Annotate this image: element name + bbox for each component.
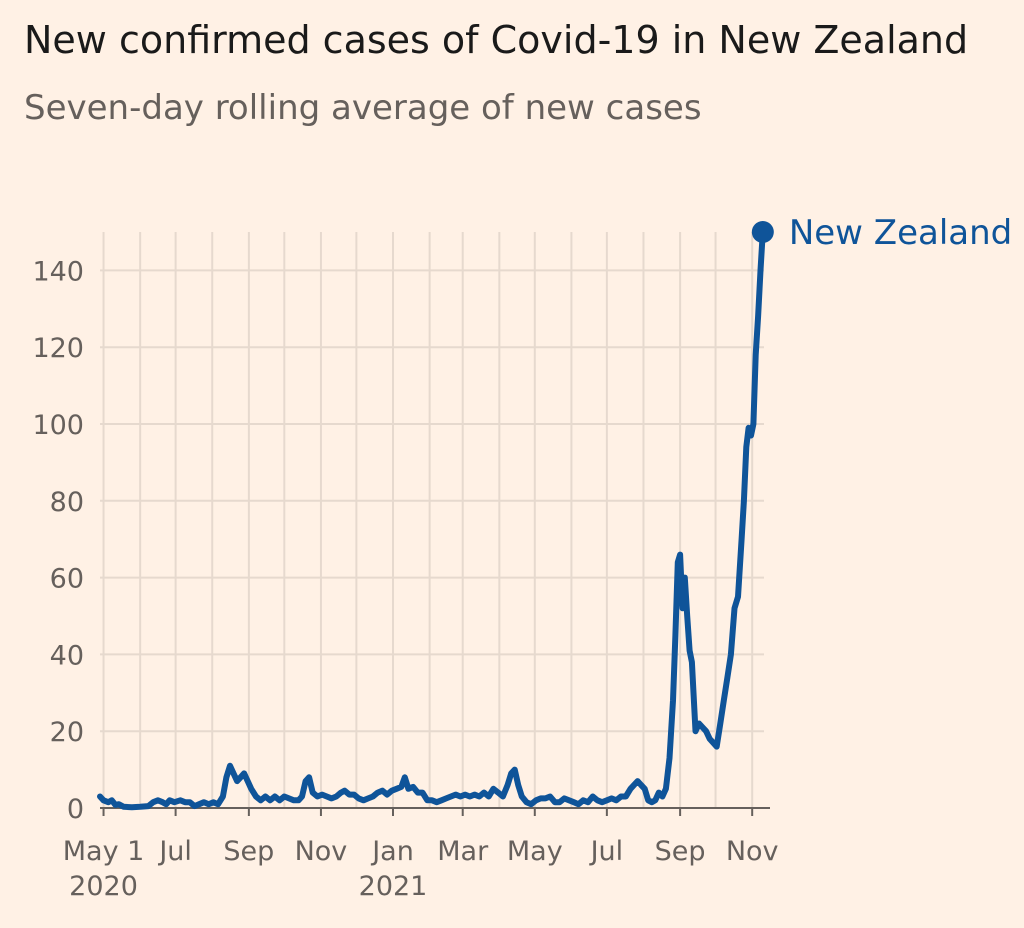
x-tick-label: Jan (370, 836, 414, 867)
series-label: New Zealand (789, 213, 1012, 253)
x-tick-label: Mar (437, 836, 489, 867)
x-tick-label: Sep (655, 836, 706, 867)
y-tick-label: 0 (67, 794, 84, 825)
x-tick-label: Jul (157, 836, 192, 867)
y-axis: 0 20 40 60 80 100 120 140 (32, 256, 84, 825)
x-tick-label: Sep (223, 836, 274, 867)
x-tick-label: Nov (295, 836, 348, 867)
chart-subtitle: Seven-day rolling average of new cases (24, 88, 702, 128)
gridlines (100, 232, 764, 808)
y-tick-label: 20 (50, 717, 84, 748)
y-tick-label: 60 (50, 564, 84, 595)
series-line (97, 229, 766, 811)
series-end-marker (751, 221, 774, 243)
x-tick-label: May (507, 836, 563, 867)
y-tick-label: 120 (32, 333, 84, 364)
y-tick-label: 100 (32, 410, 84, 441)
y-tick-label: 40 (50, 640, 84, 671)
x-axis: May 1 2020 Jul Sep Nov Jan 2021 Mar May Jul Sep Nov (63, 807, 779, 902)
x-tick-label: May 1 (63, 836, 145, 867)
y-tick-label: 140 (32, 256, 84, 287)
series-layer: New Zealand (97, 213, 1012, 811)
x-tick-year-label: 2020 (69, 871, 138, 902)
x-tick-label: Nov (726, 836, 779, 867)
y-tick-label: 80 (50, 487, 84, 518)
chart-title: New confirmed cases of Covid-19 in New Z… (24, 18, 969, 62)
x-tick-label: Jul (589, 836, 624, 867)
x-tick-year-label: 2021 (359, 871, 428, 902)
